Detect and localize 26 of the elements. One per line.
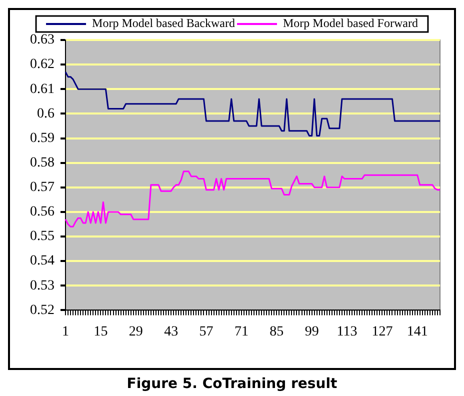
y-tick-label: 0.56: [30, 204, 54, 220]
x-tick-label: 113: [336, 324, 358, 340]
y-tick-label: 0.54: [30, 254, 54, 269]
y-tick-label: 0.53: [30, 278, 54, 294]
x-tick-label: 43: [164, 324, 178, 340]
legend-label: Morp Model based Forward: [282, 16, 418, 30]
legend-label: Morp Model based Backward: [92, 16, 235, 30]
x-tick-label: 127: [372, 324, 393, 340]
y-tick-label: 0.62: [30, 57, 54, 72]
y-tick-label: 0.59: [30, 130, 54, 146]
x-tick-label: 57: [199, 324, 214, 340]
y-tick-label: 0.55: [30, 229, 54, 244]
x-tick-label: 85: [270, 324, 284, 340]
y-tick-label: 0.6: [37, 106, 54, 122]
x-tick-label: 99: [304, 324, 319, 340]
y-tick-label: 0.52: [30, 302, 54, 318]
x-tick-label: 71: [234, 324, 248, 340]
y-tick-label: 0.58: [30, 155, 54, 170]
x-tick-label: 15: [94, 324, 108, 340]
y-tick-label: 0.61: [30, 82, 54, 97]
text: Figure 5. CoTraining result: [126, 376, 338, 392]
x-tick-label: 1: [62, 324, 69, 340]
x-tick-label: 141: [406, 324, 428, 340]
y-tick-label: 0.63: [30, 32, 54, 48]
y-tick-label: 0.57: [30, 180, 54, 196]
x-tick-label: 29: [128, 324, 143, 340]
